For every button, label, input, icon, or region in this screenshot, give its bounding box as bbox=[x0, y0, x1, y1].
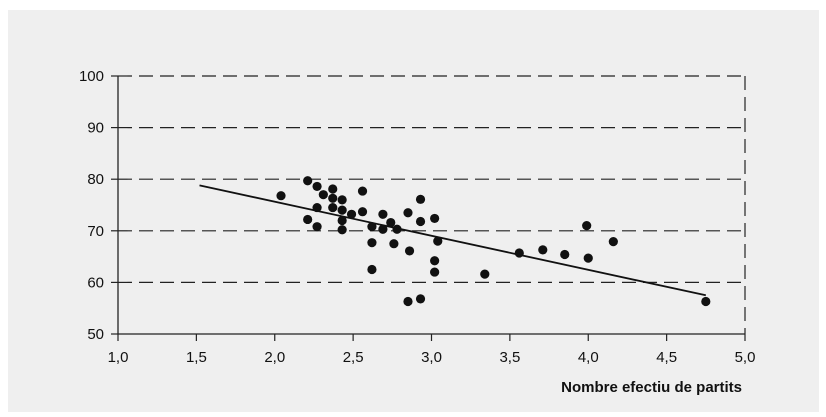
scatter-point bbox=[312, 222, 322, 232]
scatter-point bbox=[303, 214, 313, 225]
scatter-point bbox=[389, 239, 399, 249]
scatter-point bbox=[367, 238, 377, 248]
scatter-point bbox=[430, 256, 440, 266]
x-tick-label: 1,0 bbox=[108, 349, 129, 366]
scatter-point bbox=[346, 209, 357, 219]
x-tick-label: 4,0 bbox=[578, 349, 599, 366]
x-axis-title: Nombre efectiu de partits bbox=[561, 379, 742, 396]
scatter-point bbox=[560, 249, 570, 260]
scatter-point bbox=[433, 236, 443, 246]
label-layer: 50 60 70 80 90 100 1,0 1,5 2,0 2,5 3,0 3,5 4,0 4,5 5,0 bbox=[79, 68, 755, 366]
scatter-point bbox=[312, 202, 322, 213]
x-tick-label: 1,5 bbox=[186, 349, 207, 366]
scatter-point bbox=[378, 209, 388, 219]
point-layer bbox=[276, 176, 711, 307]
x-tick-label: 3,5 bbox=[499, 349, 520, 366]
chart-panel bbox=[8, 10, 819, 412]
scatter-point bbox=[415, 194, 426, 204]
scatter-point bbox=[538, 245, 548, 255]
scatter-point bbox=[403, 208, 413, 218]
scatter-point bbox=[415, 294, 426, 304]
scatter-point bbox=[403, 296, 413, 307]
axis-layer bbox=[111, 75, 746, 341]
x-tick-label: 4,5 bbox=[656, 349, 677, 366]
scatter-point bbox=[608, 237, 618, 247]
scatter-point bbox=[514, 248, 524, 258]
scatter-point bbox=[415, 216, 426, 227]
scatter-point bbox=[276, 191, 286, 201]
grid-layer bbox=[118, 75, 746, 334]
scatter-point bbox=[312, 181, 322, 192]
scatter-point bbox=[318, 190, 328, 200]
scatter-point bbox=[392, 224, 402, 234]
scatter-point bbox=[430, 213, 440, 224]
scatter-point bbox=[386, 217, 396, 228]
scatter-point bbox=[583, 253, 593, 263]
scatter-point bbox=[357, 186, 368, 196]
scatter-point bbox=[430, 267, 440, 277]
y-tick-label: 90 bbox=[87, 120, 104, 137]
trend-layer bbox=[199, 184, 707, 297]
y-tick-label: 80 bbox=[87, 171, 104, 188]
scatter-point bbox=[367, 264, 377, 275]
scatter-point bbox=[480, 269, 490, 279]
scatter-point bbox=[582, 221, 592, 231]
y-tick-label: 70 bbox=[87, 223, 104, 240]
scatter-point bbox=[378, 224, 388, 234]
scatter-point bbox=[328, 193, 338, 203]
scatter-point bbox=[337, 215, 347, 226]
trend-line bbox=[199, 184, 707, 297]
scatter-point bbox=[337, 225, 347, 235]
y-tick-label: 60 bbox=[87, 274, 104, 291]
scatter-point bbox=[404, 246, 415, 256]
scatter-point bbox=[337, 205, 347, 215]
scatter-point bbox=[328, 184, 338, 194]
y-tick-label: 50 bbox=[87, 326, 104, 343]
scatter-point bbox=[337, 195, 347, 205]
x-tick-label: 2,0 bbox=[264, 349, 285, 366]
scatter-point bbox=[303, 176, 313, 186]
x-tick-label: 3,0 bbox=[421, 349, 442, 366]
scatter-point bbox=[357, 207, 368, 217]
x-tick-label: 5,0 bbox=[735, 349, 756, 366]
scatter-point bbox=[328, 202, 338, 213]
scatter-point bbox=[701, 296, 711, 307]
x-tick-label: 2,5 bbox=[343, 349, 364, 366]
scatter-point bbox=[367, 222, 377, 232]
y-tick-label: 100 bbox=[79, 68, 104, 85]
